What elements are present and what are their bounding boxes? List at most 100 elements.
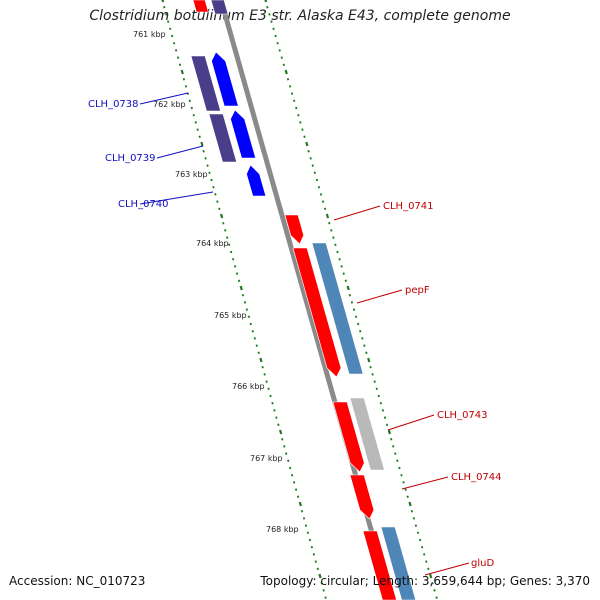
right-ruler-tick — [429, 573, 433, 579]
left-ruler-tick — [241, 293, 245, 297]
left-ruler-tick — [324, 596, 327, 599]
right-ruler-tick — [357, 322, 360, 326]
gene-label-connector — [387, 414, 435, 431]
right-ruler-tick — [425, 560, 428, 563]
left-ruler-tick — [296, 495, 300, 499]
right-ruler-tick — [286, 77, 290, 81]
gene-label[interactable]: pepF — [405, 285, 430, 296]
right-ruler-tick — [272, 27, 275, 31]
right-ruler-tick — [400, 473, 403, 477]
right-ruler-tick — [379, 401, 382, 405]
left-ruler-tick — [312, 553, 315, 556]
right-ruler-tick — [371, 373, 374, 376]
left-ruler-tick — [226, 236, 229, 239]
genome-summary-text: Topology: circular; Length: 3,659,644 bp… — [260, 574, 590, 588]
gene-label[interactable]: CLH_0743 — [437, 410, 488, 421]
gene-feature-navy — [208, 113, 237, 163]
left-ruler-tick — [320, 581, 323, 585]
gene-feature-glud — [362, 530, 397, 600]
gene-label-connector — [356, 289, 403, 304]
right-ruler-tick — [338, 257, 341, 261]
gene-label[interactable]: CLH_0738 — [88, 99, 139, 110]
right-ruler-tick — [350, 301, 354, 304]
gene-feature-clh-0739 — [230, 109, 256, 159]
right-ruler-tick — [293, 99, 296, 103]
left-ruler-tick — [237, 279, 241, 283]
left-ruler-tick — [167, 20, 170, 23]
right-ruler-tick — [361, 337, 364, 340]
gene-label[interactable]: gluD — [471, 558, 494, 569]
right-ruler-tick — [431, 581, 434, 585]
gene-label[interactable]: CLH_0739 — [105, 153, 156, 164]
right-ruler-tick — [311, 164, 314, 167]
left-ruler-tick — [202, 149, 205, 153]
right-ruler-tick — [336, 250, 339, 254]
scale-label: 767 kbp — [250, 454, 283, 463]
left-ruler-tick — [212, 185, 215, 189]
left-ruler-tick — [208, 171, 211, 175]
left-ruler-tick — [281, 437, 284, 441]
left-ruler-tick — [247, 315, 251, 319]
right-ruler-tick — [387, 429, 392, 435]
gene-label-connector — [333, 205, 381, 221]
right-ruler-tick — [342, 272, 345, 275]
right-ruler-tick — [392, 445, 395, 448]
left-ruler-tick — [178, 63, 182, 67]
left-ruler-tick — [275, 416, 278, 419]
left-ruler-tick — [192, 113, 195, 117]
gene-label[interactable]: CLH_0740 — [118, 199, 169, 210]
right-ruler-tick — [264, 0, 268, 3]
right-ruler-tick — [363, 344, 366, 347]
left-ruler-tick — [318, 573, 322, 579]
right-ruler-tick — [334, 243, 337, 247]
left-ruler-tick — [239, 285, 243, 291]
left-ruler-tick — [271, 401, 274, 405]
gene-feature-clh-0744 — [349, 474, 375, 520]
left-ruler-tick — [224, 229, 227, 232]
right-ruler-tick — [394, 452, 397, 455]
right-ruler-tick — [330, 229, 333, 232]
right-ruler-tick — [288, 85, 292, 88]
left-ruler-tick — [302, 517, 306, 520]
left-ruler-tick — [214, 193, 217, 196]
left-ruler-tick — [190, 106, 193, 110]
left-ruler-tick — [285, 452, 288, 455]
left-ruler-ticks — [161, 0, 327, 599]
gene-feature-clh-0743 — [332, 401, 365, 473]
right-ruler-tick — [309, 157, 312, 160]
left-ruler-tick — [174, 49, 178, 52]
right-ruler-tick — [346, 285, 350, 291]
left-ruler-tick — [228, 243, 231, 247]
gene-label-connectors — [139, 92, 470, 576]
right-ruler-tick — [390, 437, 393, 441]
left-ruler-tick — [277, 423, 280, 427]
left-ruler-tick — [279, 429, 283, 435]
left-ruler-tick — [165, 13, 168, 16]
right-ruler-tick — [383, 416, 387, 419]
scale-label: 765 kbp — [214, 311, 247, 320]
gene-label[interactable]: CLH_0741 — [383, 201, 434, 212]
right-ruler-tick — [373, 380, 376, 383]
right-ruler-tick — [367, 357, 371, 363]
right-ruler-tick — [377, 394, 380, 398]
right-ruler-tick — [321, 200, 325, 203]
right-ruler-tick — [421, 545, 424, 549]
right-ruler-tick — [332, 236, 335, 239]
left-ruler-tick — [289, 466, 292, 470]
right-ruler-tick — [381, 409, 385, 412]
gene-label[interactable]: CLH_0744 — [451, 472, 502, 483]
right-ruler-tick — [315, 178, 319, 182]
left-ruler-tick — [161, 0, 165, 3]
right-ruler-tick — [398, 466, 401, 470]
scale-label: 768 kbp — [266, 525, 299, 534]
scale-label: 761 kbp — [133, 30, 166, 39]
left-ruler-tick — [210, 178, 213, 182]
right-ruler-tick — [354, 315, 358, 319]
right-ruler-tick — [307, 149, 310, 153]
right-ruler-tick — [340, 265, 343, 268]
scale-label: 762 kbp — [153, 100, 186, 109]
right-ruler-tick — [408, 501, 412, 507]
right-ruler-tick — [284, 69, 288, 75]
right-ruler-tick — [418, 538, 422, 542]
